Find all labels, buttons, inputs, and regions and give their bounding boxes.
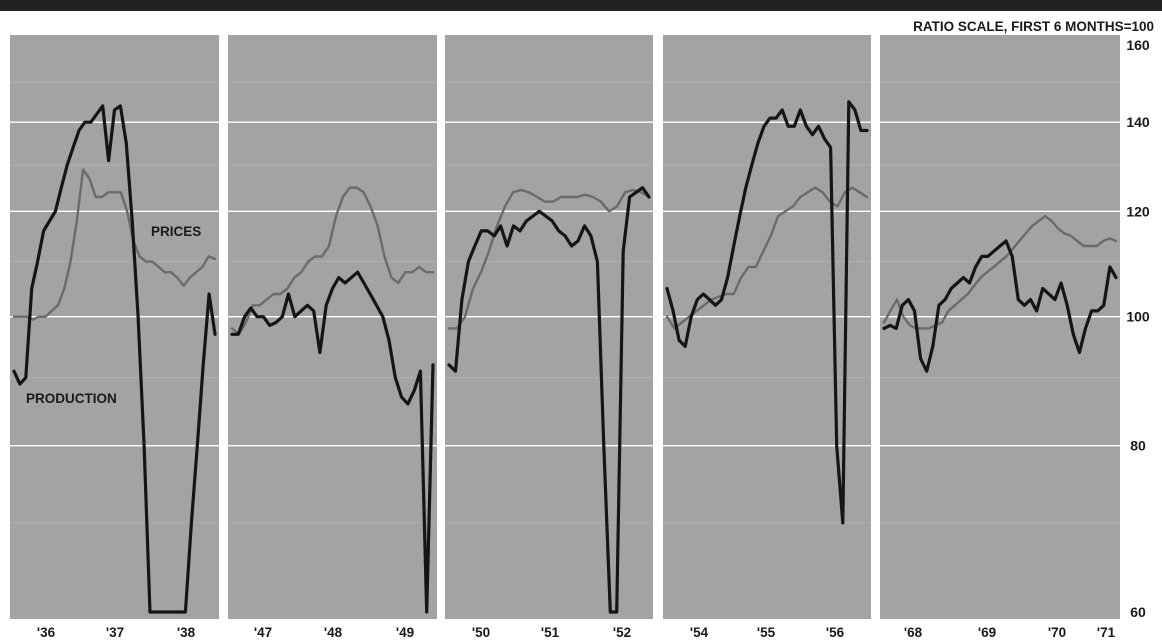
x-tick-label: '49 bbox=[396, 625, 414, 640]
prices-line-panel-5 bbox=[882, 214, 1118, 330]
y-tick-label: 120 bbox=[1126, 203, 1150, 219]
x-tick-label: '56 bbox=[826, 625, 845, 640]
prices-line-panel-1 bbox=[12, 168, 217, 321]
x-tick-label: '51 bbox=[541, 625, 560, 640]
production-line-panel-1 bbox=[12, 104, 217, 614]
x-tick-label: '54 bbox=[690, 625, 709, 640]
x-tick-label: '38 bbox=[177, 625, 196, 640]
y-tick-label: 160 bbox=[1126, 37, 1150, 53]
prices-line-panel-2 bbox=[230, 186, 435, 336]
y-tick-label: 60 bbox=[1130, 604, 1146, 620]
x-tick-label: '37 bbox=[106, 625, 124, 640]
prices-series bbox=[12, 168, 1118, 336]
x-tick-label: '69 bbox=[978, 625, 996, 640]
production-line-panel-4 bbox=[665, 100, 869, 525]
x-tick-label: '48 bbox=[324, 625, 343, 640]
chart-title: RATIO SCALE, FIRST 6 MONTHS=100 bbox=[913, 19, 1154, 34]
x-tick-label: '68 bbox=[904, 625, 923, 640]
x-tick-label: '36 bbox=[37, 625, 56, 640]
production-line-panel-2 bbox=[230, 270, 435, 614]
prices-line-panel-3 bbox=[447, 188, 651, 330]
production-line-panel-3 bbox=[447, 186, 651, 614]
production-series bbox=[12, 100, 1118, 614]
production-line-panel-5 bbox=[882, 239, 1118, 373]
x-tick-label: '55 bbox=[757, 625, 776, 640]
chart-panel-2 bbox=[228, 35, 437, 619]
x-tick-label: '71 bbox=[1097, 625, 1116, 640]
x-tick-label: '50 bbox=[472, 625, 490, 640]
x-tick-label: '47 bbox=[254, 625, 272, 640]
y-tick-label: 80 bbox=[1130, 438, 1146, 454]
x-tick-label: '52 bbox=[613, 625, 631, 640]
top-rule bbox=[0, 0, 1162, 11]
production-series-label: PRODUCTION bbox=[26, 391, 117, 406]
chart-panel-4 bbox=[663, 35, 871, 619]
y-tick-label: 140 bbox=[1126, 114, 1150, 130]
chart-panels bbox=[10, 35, 1120, 619]
chart-panel-5 bbox=[880, 35, 1120, 619]
x-axis: '36 '37 '38 '47 '48 '49 '50 '51 '52 '54 '55 '56 '68 '… bbox=[37, 625, 1116, 640]
chart-panel-1 bbox=[10, 35, 219, 619]
y-axis: 60 80 100 120 140 160 bbox=[1126, 37, 1150, 620]
y-tick-label: 100 bbox=[1126, 309, 1150, 325]
prices-series-label: PRICES bbox=[151, 224, 201, 239]
x-tick-label: '70 bbox=[1048, 625, 1066, 640]
prices-line-panel-4 bbox=[665, 186, 869, 330]
